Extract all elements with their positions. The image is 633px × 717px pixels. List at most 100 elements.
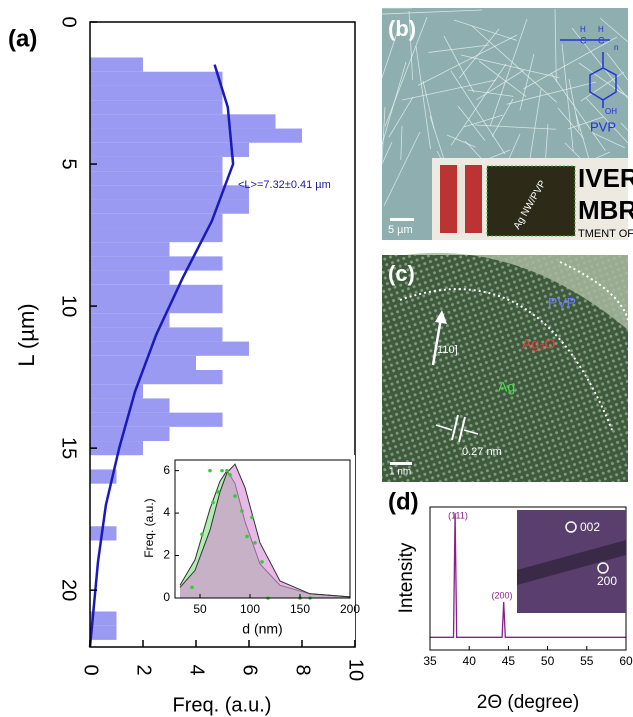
nanowire (381, 9, 483, 15)
nanowire (599, 17, 629, 43)
y-tick-label: 15 (58, 437, 80, 459)
nanowire (580, 71, 625, 102)
nanowire (523, 36, 618, 90)
bar (90, 384, 143, 399)
interface (559, 261, 629, 321)
x-tick-label: 10 (345, 659, 367, 681)
scale-label: 1 nm (389, 467, 411, 478)
nanowire (476, 69, 525, 101)
nanowire (422, 80, 435, 129)
nanowire (620, 122, 629, 131)
bar (90, 185, 249, 200)
nanowire (544, 123, 549, 162)
panel-label: (c) (388, 261, 415, 286)
bar (90, 313, 170, 328)
bar (90, 370, 223, 385)
x-tick-label: 4 (186, 664, 208, 675)
nanowire (428, 44, 490, 53)
subscript: n (614, 43, 618, 52)
nanowire (568, 78, 580, 132)
bar (90, 441, 143, 456)
sign-text: MBR (578, 195, 633, 225)
y-tick-label: 5 (58, 158, 80, 169)
y-axis-label: Freq. (a.u.) (142, 498, 156, 557)
nanowire (443, 35, 475, 93)
nanowire (585, 97, 629, 144)
bar (90, 298, 223, 314)
panel-label: (b) (388, 16, 416, 41)
nanowire (519, 53, 535, 111)
nanowire (417, 34, 518, 86)
x-tick-label: 40 (463, 654, 477, 668)
bar (90, 284, 223, 299)
arrow (463, 429, 479, 435)
bar (90, 469, 117, 484)
y-tick-label: 20 (58, 579, 80, 601)
x-tick-label: 35 (423, 654, 437, 668)
x-tick-label: 2 (133, 664, 155, 675)
panel-label: (a) (8, 25, 37, 52)
nanowire (384, 16, 428, 127)
nanowire (554, 8, 557, 82)
x-tick-label: 150 (290, 602, 310, 616)
sign-text: TMENT OF (578, 228, 633, 240)
point (233, 494, 237, 498)
peak-label: (111) (448, 510, 468, 520)
sign-text: IVERS (578, 163, 633, 193)
spot-label: 200 (597, 574, 617, 588)
atom: H (598, 25, 604, 34)
nanowire (561, 43, 574, 152)
x-axis-label: 2Θ (degree) (477, 692, 579, 713)
point (220, 468, 224, 473)
bar (90, 142, 249, 157)
y-tick-label: 2 (163, 548, 170, 562)
point (200, 532, 204, 537)
pvp-layer (405, 252, 628, 330)
fringe (458, 416, 466, 443)
annotation: <L>=7.32±0.41 µm (238, 179, 331, 191)
nanowire (450, 70, 506, 155)
x-tick-label: 55 (580, 654, 594, 668)
nanowire (550, 72, 606, 152)
bar (90, 199, 249, 214)
x-tick-label: 50 (193, 602, 207, 616)
x-axis-label: Freq. (a.u.) (173, 694, 272, 716)
x-tick-label: 60 (619, 654, 633, 668)
nanowire (383, 131, 421, 206)
peak-label: (200) (491, 590, 512, 600)
nanowire (467, 89, 514, 97)
panel-label: (d) (388, 488, 419, 515)
bar (90, 100, 223, 115)
point (260, 560, 264, 564)
arrow (435, 424, 453, 431)
line (179, 463, 351, 598)
x-tick-label: 6 (239, 664, 261, 675)
bar (90, 611, 117, 626)
nanowire (453, 19, 517, 41)
x-axis-label: d (nm) (242, 621, 282, 637)
fringe (451, 414, 459, 441)
arrow-head (435, 310, 447, 324)
nanowire (381, 141, 393, 165)
bar (90, 156, 223, 172)
arrow (431, 317, 443, 366)
bar (90, 426, 170, 442)
bar (90, 412, 223, 427)
nanowire (459, 28, 500, 79)
line (430, 513, 626, 638)
x-tick-label: 50 (541, 654, 555, 668)
nanowire (471, 25, 557, 103)
atom: OH (605, 107, 617, 116)
direction-label: [110] (434, 344, 458, 356)
fit-curve (88, 64, 235, 648)
beam-stop (517, 540, 626, 585)
spot-marker (597, 562, 609, 574)
nanowire (408, 10, 414, 80)
nanowire (592, 132, 625, 149)
bar (90, 114, 276, 129)
sample (486, 165, 576, 237)
y-tick-label: 6 (163, 463, 170, 477)
point (190, 585, 194, 590)
x-tick-label: 100 (240, 602, 260, 616)
